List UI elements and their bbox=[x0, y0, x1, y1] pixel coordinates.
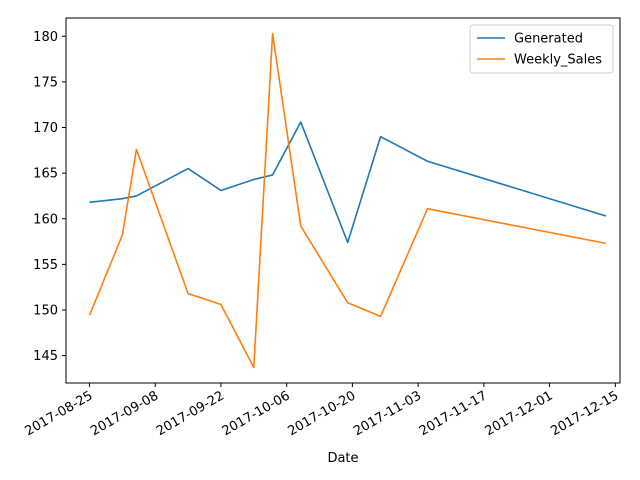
x-tick-label: 2017-10-06 bbox=[220, 388, 293, 439]
x-tick-label: 2017-08-25 bbox=[23, 388, 96, 439]
series-line-weekly-sales bbox=[88, 32, 607, 369]
x-tick-label: 2017-11-03 bbox=[351, 388, 424, 439]
legend: Generated Weekly_Sales bbox=[469, 24, 614, 74]
y-tick-label: 175 bbox=[33, 75, 58, 90]
y-tick-label: 155 bbox=[33, 258, 58, 273]
x-tick-label: 2017-12-01 bbox=[483, 388, 556, 439]
y-tick-label: 145 bbox=[33, 349, 58, 364]
axis-ticks: 1451501551601651701751802017-08-252017-0… bbox=[23, 30, 622, 439]
y-tick-label: 170 bbox=[33, 121, 58, 136]
x-tick-label: 2017-10-20 bbox=[285, 388, 358, 439]
y-tick-label: 160 bbox=[33, 212, 58, 227]
x-tick-label: 2017-11-17 bbox=[417, 388, 490, 439]
legend-label: Generated bbox=[514, 32, 583, 47]
series-lines bbox=[88, 32, 607, 369]
legend-box bbox=[469, 24, 614, 74]
plot-frame bbox=[65, 17, 621, 384]
legend-label: Weekly_Sales bbox=[514, 53, 602, 68]
y-tick-label: 150 bbox=[33, 304, 58, 319]
x-tick-label: 2017-12-15 bbox=[548, 388, 621, 439]
x-tick-label: 2017-09-22 bbox=[154, 388, 227, 439]
y-tick-label: 165 bbox=[33, 167, 58, 182]
x-tick-label: 2017-09-08 bbox=[88, 388, 161, 439]
series-line-generated bbox=[89, 121, 607, 244]
y-tick-label: 180 bbox=[33, 30, 58, 45]
x-axis-label: Date bbox=[327, 451, 358, 466]
